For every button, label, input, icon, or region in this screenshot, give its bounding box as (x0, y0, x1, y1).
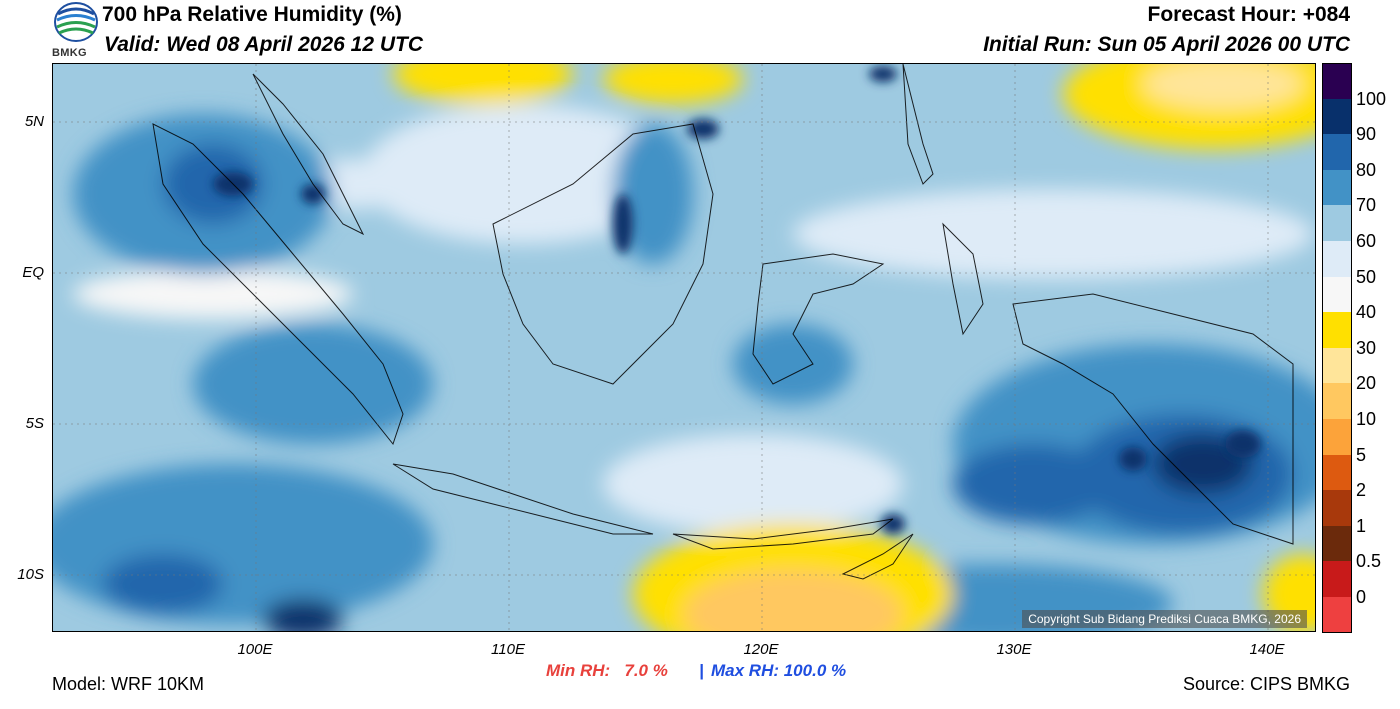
colorbar-label: 60 (1356, 231, 1377, 251)
colorbar-swatch (1322, 561, 1352, 598)
forecast-hour: Forecast Hour: +084 (1147, 3, 1351, 26)
colorbar-label: 100 (1356, 88, 1387, 109)
colorbar-label: 20 (1356, 373, 1377, 394)
initial-run: Initial Run: Sun 05 April 2026 00 UTC (983, 33, 1350, 56)
colorbar-swatch (1322, 490, 1352, 527)
colorbar-swatch (1322, 98, 1352, 135)
min-rh-value: Min RH: 7.0 % (546, 661, 668, 680)
logo-text: BMKG (52, 47, 87, 59)
colorbar-label: 70 (1356, 195, 1377, 216)
colorbar-label: 50 (1356, 266, 1377, 287)
bmkg-logo-icon (52, 2, 100, 60)
y-tick-label: 10S (17, 566, 44, 583)
colorbar-swatch (1322, 169, 1352, 206)
y-tick-label: EQ (22, 264, 44, 281)
map-title: 700 hPa Relative Humidity (%) (102, 3, 402, 26)
x-tick-label: 130E (996, 641, 1032, 658)
colorbar-label: 80 (1356, 159, 1377, 180)
humidity-field (53, 64, 1315, 631)
colorbar-swatch (1322, 241, 1352, 278)
colorbar-swatch (1322, 134, 1352, 171)
colorbar-label: 10 (1356, 409, 1377, 429)
model-label: Model: WRF 10KM (52, 674, 205, 694)
stats-separator: | (699, 661, 704, 680)
colorbar-swatch (1322, 205, 1352, 242)
colorbar-label: 1 (1356, 515, 1367, 536)
copyright-notice: Copyright Sub Bidang Prediksi Cuaca BMKG… (1022, 610, 1307, 628)
colorbar-label: 30 (1356, 337, 1377, 358)
humidity-map: Copyright Sub Bidang Prediksi Cuaca BMKG… (52, 63, 1316, 632)
x-tick-label: 100E (237, 641, 273, 658)
colorbar-label: 0.5 (1356, 551, 1382, 572)
colorbar-swatch (1322, 63, 1352, 100)
source-label: Source: CIPS BMKG (1182, 674, 1350, 694)
colorbar-swatch (1322, 525, 1352, 562)
max-rh-label: Max RH: 100.0 % (711, 661, 846, 681)
colorbar-label: 0 (1356, 587, 1367, 607)
x-tick-label: 120E (743, 641, 779, 658)
colorbar-label: 40 (1356, 302, 1377, 323)
y-tick-label: 5N (24, 113, 44, 130)
colorbar-swatch (1322, 597, 1352, 634)
colorbar-label: 90 (1356, 124, 1377, 145)
colorbar-swatch (1322, 454, 1352, 491)
colorbar-swatch (1322, 347, 1352, 384)
min-rh-label: Min RH: 7.0 % (546, 661, 668, 681)
x-tick-label: 110E (491, 641, 525, 658)
max-rh-value: Max RH: 100.0 % (711, 661, 847, 680)
x-tick-label: 140E (1249, 641, 1285, 658)
colorbar-swatch (1322, 312, 1352, 349)
colorbar-label: 5 (1356, 444, 1367, 465)
colorbar-swatch (1322, 419, 1352, 456)
colorbar-swatch (1322, 276, 1352, 313)
colorbar-label: 2 (1356, 480, 1367, 501)
y-tick-label: 5S (25, 415, 44, 432)
colorbar-swatch (1322, 383, 1352, 420)
valid-time: Valid: Wed 08 April 2026 12 UTC (104, 33, 423, 56)
